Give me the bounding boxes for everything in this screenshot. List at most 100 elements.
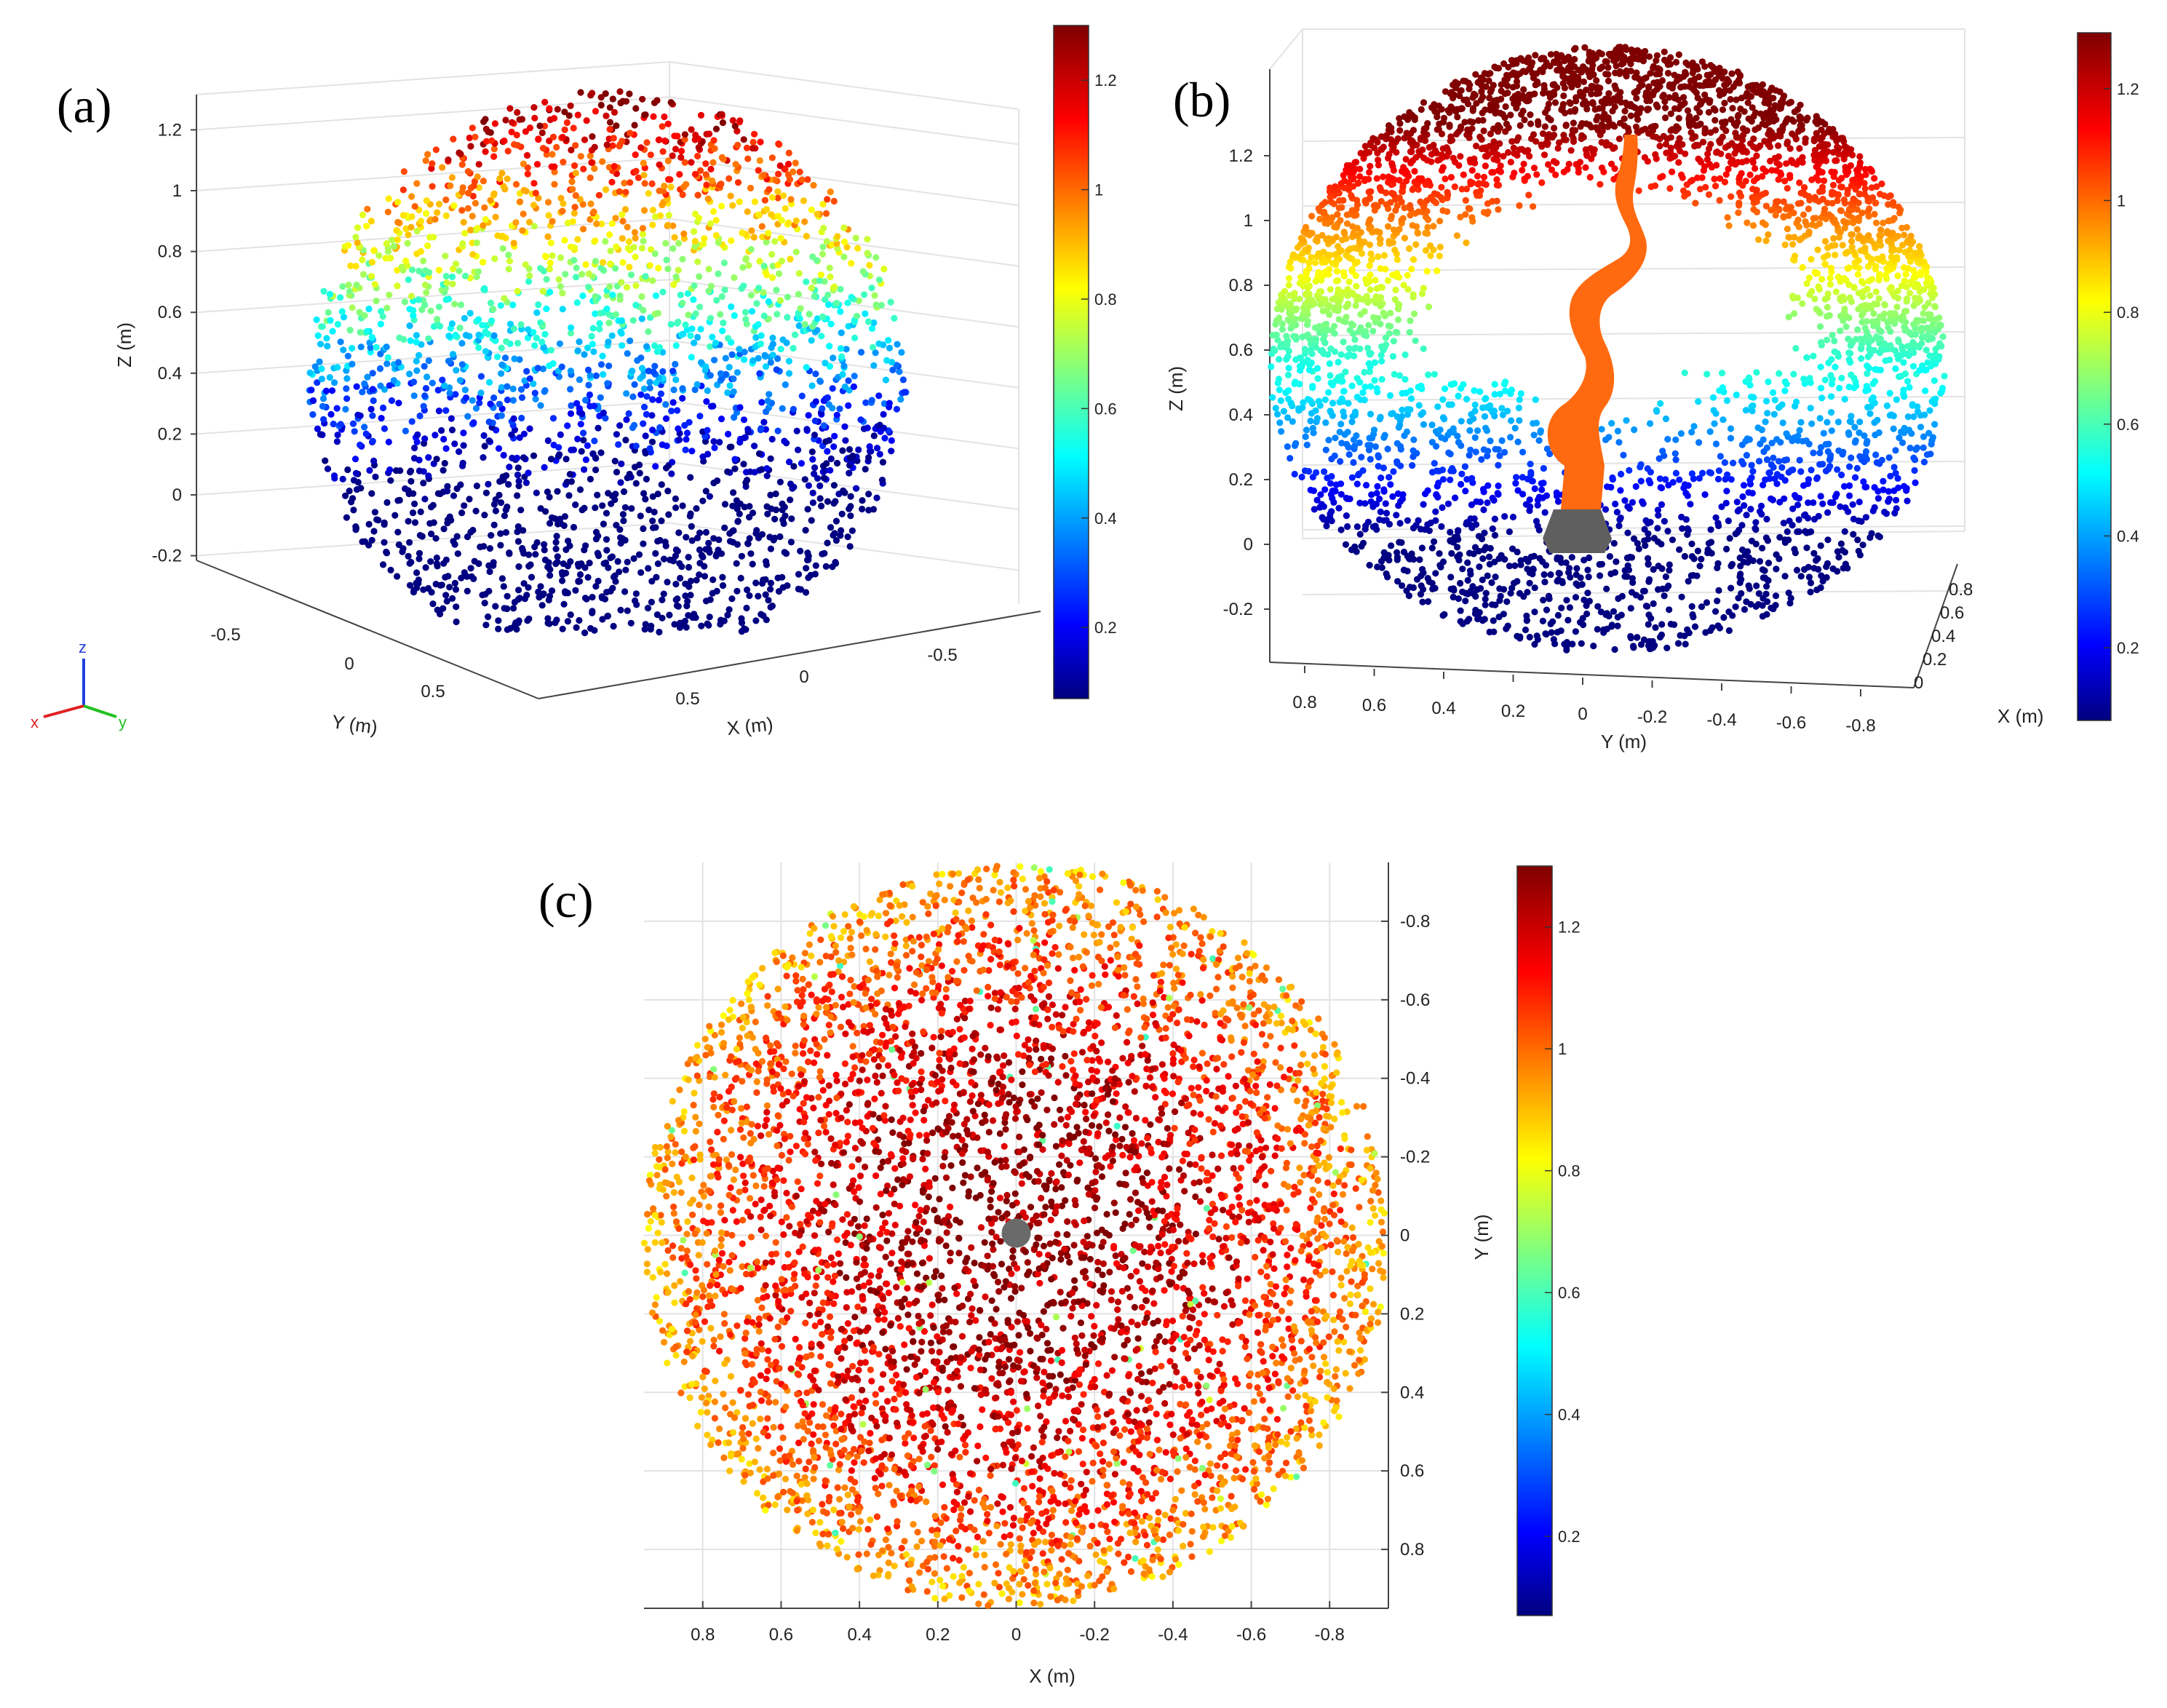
scatter-point [840, 487, 847, 495]
scatter-point [561, 237, 568, 244]
scatter-point [1455, 439, 1463, 446]
scatter-point [1448, 549, 1455, 557]
scatter-point [1447, 573, 1455, 581]
scatter-point [1566, 604, 1573, 611]
scatter-point [1703, 599, 1711, 606]
scatter-point [824, 291, 832, 298]
scatter-point [795, 290, 802, 298]
colorbar-tick-label: 0.8 [1094, 290, 1117, 309]
scatter-point [801, 321, 808, 328]
scatter-point [480, 454, 487, 461]
scatter-point [470, 419, 477, 426]
scatter-point [1834, 418, 1842, 426]
scatter-point [645, 368, 653, 375]
scatter-point [1472, 521, 1480, 528]
scatter-point [608, 332, 616, 339]
scatter-point [1370, 426, 1378, 434]
scatter-point [1932, 395, 1939, 402]
scatter-point [568, 478, 576, 485]
scatter-point [541, 556, 549, 564]
scatter-point [456, 377, 464, 384]
scatter-point [866, 443, 873, 450]
scatter-point [1807, 588, 1814, 596]
scatter-point [441, 382, 448, 389]
scatter-point [1420, 345, 1427, 352]
scatter-point [1845, 335, 1852, 343]
scatter-point [1617, 487, 1624, 494]
scatter-point [474, 173, 481, 180]
scatter-point [533, 161, 541, 168]
scatter-point [1931, 377, 1938, 384]
scatter-point [831, 283, 838, 290]
scatter-point [1827, 372, 1834, 379]
scatter-point [616, 568, 623, 576]
scatter-point [509, 385, 517, 393]
scatter-point [666, 611, 673, 619]
scatter-point [1719, 369, 1726, 377]
scatter-point [1491, 531, 1499, 539]
scatter-point [1650, 600, 1657, 608]
scatter-point [415, 267, 423, 274]
scatter-point [1478, 456, 1485, 464]
scatter-point [763, 558, 770, 565]
scatter-point [1650, 535, 1658, 542]
scatter-point [589, 450, 597, 457]
scatter-point [638, 315, 645, 322]
scatter-point [1466, 427, 1474, 434]
scatter-point [308, 386, 315, 394]
scatter-point [572, 587, 579, 594]
scatter-point [1540, 465, 1547, 472]
scatter-point [1941, 373, 1948, 380]
scatter-point [476, 400, 483, 407]
scatter-point [422, 267, 429, 274]
scatter-point [521, 377, 528, 384]
scatter-point [622, 188, 629, 196]
scatter-point [1396, 539, 1403, 546]
scatter-point [482, 215, 489, 223]
scatter-point [498, 170, 506, 177]
scatter-point [1344, 300, 1351, 307]
scatter-point [1375, 463, 1382, 470]
scatter-point [1315, 269, 1322, 276]
scatter-point [1535, 437, 1543, 444]
scatter-point [1903, 307, 1910, 315]
scatter-point [461, 229, 469, 237]
scatter-point [623, 390, 630, 397]
scatter-point [370, 457, 378, 465]
scatter-point [450, 538, 457, 545]
scatter-point [546, 572, 554, 579]
scatter-point [546, 520, 554, 527]
scatter-point [1351, 543, 1359, 550]
scatter-point [621, 180, 628, 187]
scatter-point [1699, 469, 1706, 477]
scatter-point [543, 305, 550, 312]
scatter-point [1419, 409, 1427, 416]
scatter-point [1541, 509, 1548, 516]
scatter-point [1785, 234, 1792, 241]
scatter-point [1805, 563, 1812, 571]
scatter-point [444, 482, 451, 490]
scatter-point [1799, 300, 1806, 307]
scatter-point [472, 133, 479, 140]
scatter-point [506, 320, 514, 327]
scatter-point [407, 337, 414, 344]
scatter-point [779, 405, 786, 413]
scatter-point [649, 426, 656, 434]
scatter-point [732, 161, 739, 168]
scatter-point [464, 168, 472, 175]
scatter-point [657, 212, 664, 219]
scatter-point [627, 179, 634, 186]
scatter-point [318, 376, 325, 383]
scatter-point [1765, 560, 1773, 567]
scatter-point [679, 255, 686, 263]
scatter-point [1522, 626, 1530, 634]
scatter-point [1492, 445, 1499, 453]
scatter-point [1610, 608, 1618, 615]
scatter-point [702, 171, 709, 178]
scatter-point [1321, 468, 1328, 475]
scatter-point [823, 460, 830, 467]
scatter-point [1854, 326, 1861, 333]
scatter-point [1307, 417, 1314, 425]
scatter-point [864, 318, 872, 325]
scatter-point [685, 418, 693, 426]
